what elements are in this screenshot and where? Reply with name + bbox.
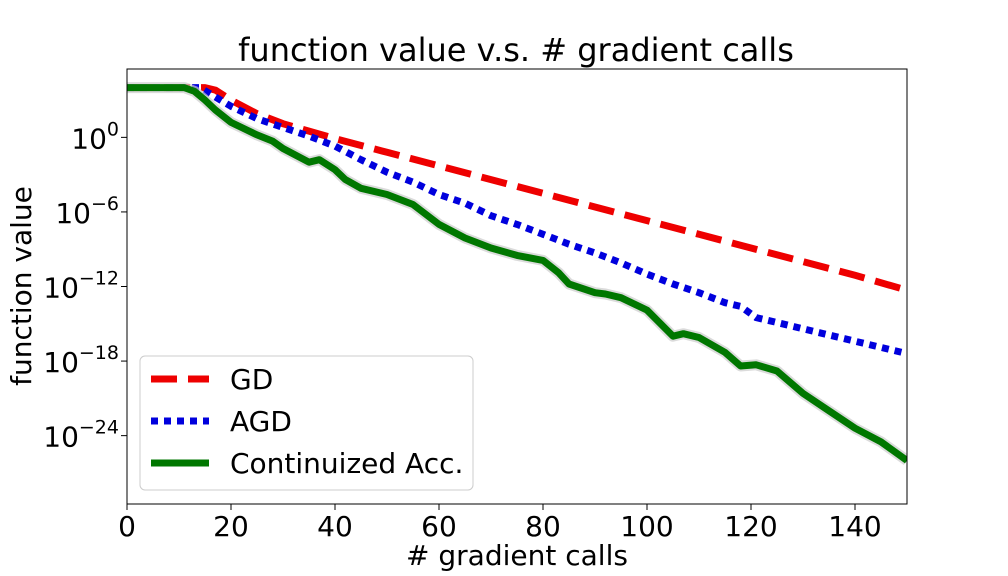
series-layer [127,82,907,465]
y-tick-label-4: 10−24 [43,417,119,454]
y-tick-label-0: 100 [71,118,119,155]
legend: GD AGD Continuized Acc. [139,355,474,491]
x-tick-label-7: 140 [828,510,881,543]
x-tick-label-6: 120 [724,510,777,543]
x-axis: 0 20 40 60 80 100 120 140 [118,504,882,543]
legend-label-0: GD [230,363,273,396]
legend-label-2: Continuized Acc. [230,447,463,480]
x-tick-label-4: 80 [525,510,561,543]
chart-title: function value v.s. # gradient calls [238,31,794,69]
y-tick-label-1: 10−6 [55,193,119,230]
plot-area [126,68,908,505]
y-axis-label: function value [5,186,38,386]
series-line-1 [127,84,907,358]
x-tick-label-1: 20 [213,510,249,543]
x-tick-label-3: 60 [421,510,457,543]
x-axis-label: # gradient calls [406,539,628,572]
legend-frame [139,355,474,491]
legend-label-1: AGD [230,405,292,438]
y-tick-label-2: 10−12 [43,268,119,305]
x-tick-label-5: 100 [620,510,673,543]
series-line-0 [127,84,907,294]
y-tick-label-3: 10−18 [43,342,119,379]
series-line-2 [127,84,907,464]
x-tick-label-0: 0 [118,510,136,543]
y-axis: 100 10−6 10−12 10−18 10−24 [43,118,127,454]
x-tick-label-2: 40 [317,510,353,543]
